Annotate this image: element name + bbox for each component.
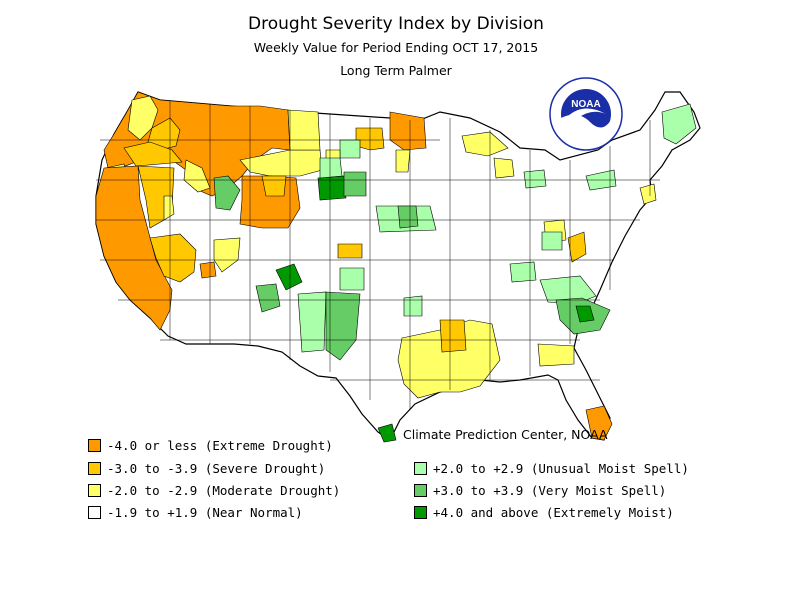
- region-oklahoma-moist: [339, 267, 365, 291]
- legend-label: -1.9 to +1.9 (Near Normal): [107, 504, 303, 520]
- legend-label: -4.0 or less (Extreme Drought): [107, 437, 333, 453]
- region-utah-moderate: [213, 237, 241, 273]
- region-montana-east-moderate: [287, 109, 321, 151]
- region-texas-west-very-moist: [325, 291, 361, 361]
- map-subtitle: Weekly Value for Period Ending OCT 17, 2…: [253, 40, 539, 55]
- region-nebraska-very-moist: [343, 171, 367, 197]
- legend-swatch: [414, 461, 427, 475]
- region-virginia-severe: [567, 231, 587, 263]
- region-north-dakota-moderate: [395, 149, 411, 173]
- region-maine-moist: [661, 103, 697, 145]
- index-name: Long Term Palmer: [340, 63, 452, 78]
- region-new-jersey-moderate: [639, 183, 657, 205]
- region-carolina-extremely-moist: [575, 305, 595, 323]
- legend-item: -3.0 to -3.9 (Severe Drought): [88, 460, 325, 476]
- legend-item: -2.0 to -2.9 (Moderate Drought): [88, 482, 340, 498]
- legend-label: +3.0 to +3.9 (Very Moist Spell): [433, 482, 667, 498]
- region-mississippi-severe: [439, 319, 467, 353]
- region-nebraska-moist: [319, 157, 343, 179]
- region-michigan-severe: [493, 157, 515, 179]
- legend-item: +3.0 to +3.9 (Very Moist Spell): [414, 482, 666, 498]
- legend-label: -3.0 to -3.9 (Severe Drought): [107, 460, 326, 476]
- region-idaho-moderate: [183, 159, 211, 193]
- region-wyoming-extremely-moist: [317, 175, 347, 201]
- region-kansas-very-moist: [397, 205, 419, 229]
- region-new-mexico-very-moist: [255, 283, 281, 313]
- legend-swatch: [414, 483, 427, 497]
- region-florida-extreme: [585, 405, 613, 441]
- region-texas-coast-extremely-moist: [377, 423, 397, 443]
- region-southern-california-moderate: [163, 195, 175, 221]
- region-michigan-moderate: [461, 131, 509, 157]
- region-nevada-south-severe: [149, 233, 197, 283]
- legend-label: +4.0 and above (Extremely Moist): [433, 504, 674, 520]
- region-texas-panhandle-moist: [297, 291, 327, 353]
- legend-label: -2.0 to -2.9 (Moderate Drought): [107, 482, 341, 498]
- region-minnesota-extreme: [389, 111, 427, 151]
- legend-swatch: [88, 483, 101, 497]
- credit-line: Climate Prediction Center, NOAA: [403, 427, 608, 442]
- legend-item: -4.0 or less (Extreme Drought): [88, 437, 333, 453]
- region-tennessee-moist: [509, 261, 537, 283]
- region-south-dakota-moist: [339, 139, 361, 159]
- region-wyoming-severe: [261, 175, 287, 197]
- region-alabama-moderate: [537, 343, 575, 367]
- noaa-logo-text: NOAA: [571, 99, 600, 110]
- legend-swatch: [88, 438, 101, 452]
- division-boundaries: [96, 100, 660, 410]
- legend-label: +2.0 to +2.9 (Unusual Moist Spell): [433, 460, 689, 476]
- region-kentucky-moist: [541, 231, 563, 251]
- region-colorado-extremely-moist: [275, 263, 303, 291]
- legend-swatch: [88, 461, 101, 475]
- region-kansas-severe: [337, 243, 363, 259]
- legend-swatch: [414, 505, 427, 519]
- legend-item: +4.0 and above (Extremely Moist): [414, 504, 674, 520]
- credit-text: Climate Prediction Center, NOAA: [403, 427, 608, 442]
- region-idaho-very-moist: [213, 175, 241, 211]
- map-title: Drought Severity Index by Division: [248, 14, 544, 34]
- region-arkansas-moist: [403, 295, 423, 317]
- region-california-extreme: [95, 165, 173, 331]
- region-utah-severe: [199, 261, 217, 279]
- noaa-logo: NOAA: [549, 77, 623, 151]
- legend-item: +2.0 to +2.9 (Unusual Moist Spell): [414, 460, 689, 476]
- region-ohio-moist: [523, 169, 547, 189]
- legend-item: -1.9 to +1.9 (Near Normal): [88, 504, 303, 520]
- legend-swatch: [88, 505, 101, 519]
